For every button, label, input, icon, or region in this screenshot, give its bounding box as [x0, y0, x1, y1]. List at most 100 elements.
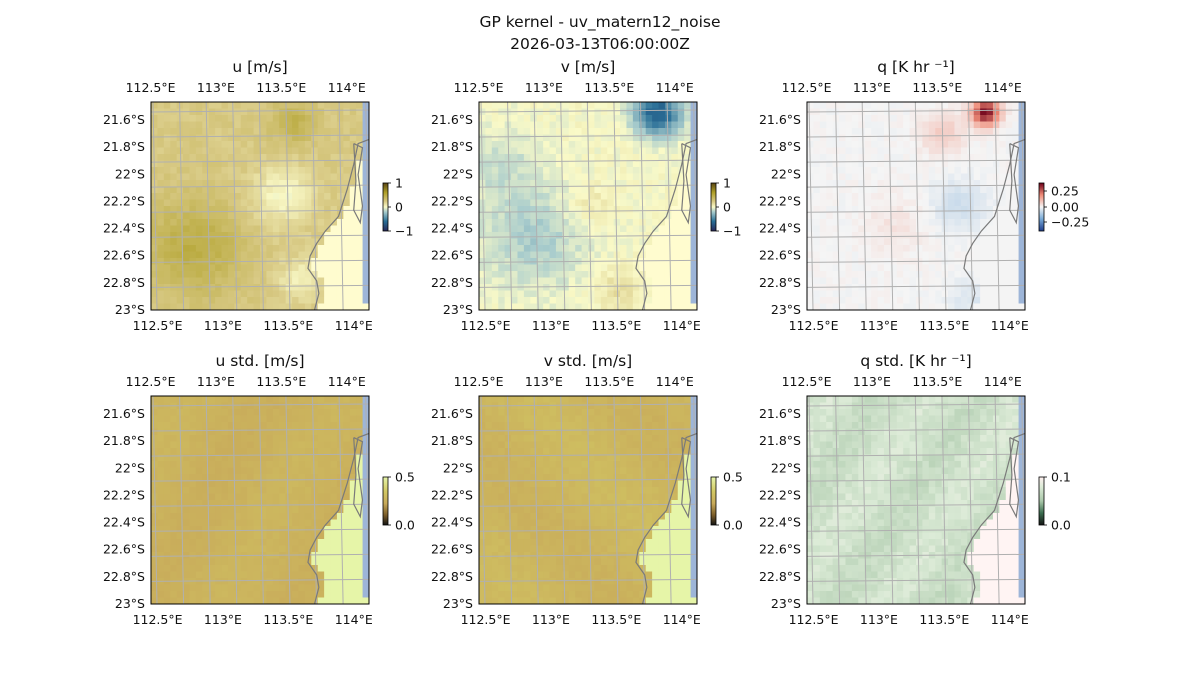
heatmap-cell [176, 206, 184, 213]
heatmap-cell [992, 277, 1000, 285]
heatmap-cell [349, 422, 357, 429]
heatmap-cell [690, 167, 697, 174]
heatmap-cell [151, 409, 158, 416]
heatmap-cell [157, 428, 165, 436]
heatmap-cell [826, 141, 834, 148]
heatmap-cell [581, 409, 589, 416]
heatmap-cell [903, 271, 910, 278]
heatmap-cell [195, 141, 203, 148]
heatmap-cell [928, 271, 936, 278]
heatmap-cell [511, 219, 518, 226]
heatmap-cell [1012, 193, 1019, 200]
heatmap-cell [941, 206, 949, 213]
heatmap-cell [336, 532, 344, 540]
heatmap-cell [195, 539, 203, 546]
heatmap-cell [671, 115, 679, 122]
heatmap-cell [935, 199, 943, 207]
heatmap-cell [568, 225, 576, 233]
heatmap-cell [285, 428, 293, 436]
heatmap-cell [652, 428, 659, 436]
heatmap-cell [588, 409, 595, 416]
heatmap-cell [151, 128, 158, 135]
heatmap-cell [807, 251, 814, 259]
heatmap-cell [240, 121, 248, 129]
heatmap-cell [632, 206, 640, 213]
heatmap-cell [336, 506, 344, 514]
heatmap-cell [356, 448, 363, 455]
heatmap-cell [626, 154, 634, 161]
heatmap-cell [684, 461, 691, 468]
heatmap-cell [858, 180, 866, 187]
heatmap-cell [362, 167, 369, 174]
heatmap-cell [690, 258, 697, 265]
heatmap-cell [632, 290, 640, 298]
heatmap-cell [607, 238, 615, 246]
heatmap-cell [227, 513, 235, 520]
heatmap-cell [877, 154, 885, 161]
heatmap-cell [330, 591, 338, 598]
heatmap-cell [922, 180, 930, 187]
heatmap-cell [864, 180, 872, 187]
heatmap-cell [632, 180, 640, 187]
heatmap-cell [317, 539, 325, 546]
heatmap-cell [317, 154, 325, 161]
heatmap-cell [588, 277, 595, 285]
heatmap-cell [562, 428, 570, 436]
heatmap-cell [221, 480, 229, 488]
heatmap-cell [227, 519, 235, 527]
heatmap-cell [504, 206, 512, 213]
heatmap-cell [208, 180, 216, 187]
heatmap-cell [890, 290, 898, 298]
heatmap-cell [877, 134, 885, 142]
heatmap-cell [954, 290, 962, 298]
heatmap-cell [523, 441, 531, 449]
x-tick-label-bottom: 114°E [335, 318, 373, 333]
heatmap-cell [658, 128, 666, 135]
grid-line-vertical [1021, 102, 1025, 301]
heatmap-cell [189, 591, 197, 598]
heatmap-cell [349, 134, 357, 142]
heatmap-cell [600, 160, 608, 168]
heatmap-cell [285, 232, 293, 239]
heatmap-cell [960, 193, 968, 200]
heatmap-cell [613, 448, 621, 455]
heatmap-cell [330, 513, 338, 520]
heatmap-cell [517, 448, 525, 455]
heatmap-cell [858, 297, 866, 304]
heatmap-cell [677, 199, 685, 207]
heatmap-cell [517, 134, 525, 142]
heatmap-cell [304, 258, 312, 265]
heatmap-cell [645, 428, 653, 436]
heatmap-cell [839, 238, 846, 246]
heatmap-cell [343, 180, 351, 187]
heatmap-cell [600, 173, 608, 181]
heatmap-cell [485, 264, 493, 272]
heatmap-cell [909, 264, 917, 272]
heatmap-cell [343, 396, 351, 403]
heatmap-cell [247, 409, 254, 416]
heatmap-cell [517, 396, 525, 403]
heatmap-cell [1005, 102, 1013, 109]
heatmap-cell [221, 134, 229, 142]
heatmap-cell [227, 493, 235, 501]
heatmap-cell [317, 245, 325, 252]
grid-line-horizontal [479, 134, 697, 138]
heatmap-cell [562, 454, 570, 462]
heatmap-cell [530, 206, 538, 213]
heatmap-cell [349, 402, 357, 410]
heatmap-cell [272, 102, 280, 109]
heatmap-cell [260, 526, 267, 533]
heatmap-cell [671, 102, 679, 109]
heatmap-cell [240, 480, 248, 488]
heatmap-cell [607, 219, 615, 226]
heatmap-cell [864, 206, 872, 213]
heatmap-cell [221, 160, 229, 168]
heatmap-cell [813, 147, 821, 155]
heatmap-cell [253, 264, 261, 272]
heatmap-cell [543, 186, 550, 194]
heatmap-cell [883, 141, 891, 148]
heatmap-cell [813, 303, 821, 310]
heatmap-cell [922, 121, 930, 129]
heatmap-cell [292, 578, 299, 585]
heatmap-cell [266, 526, 274, 533]
